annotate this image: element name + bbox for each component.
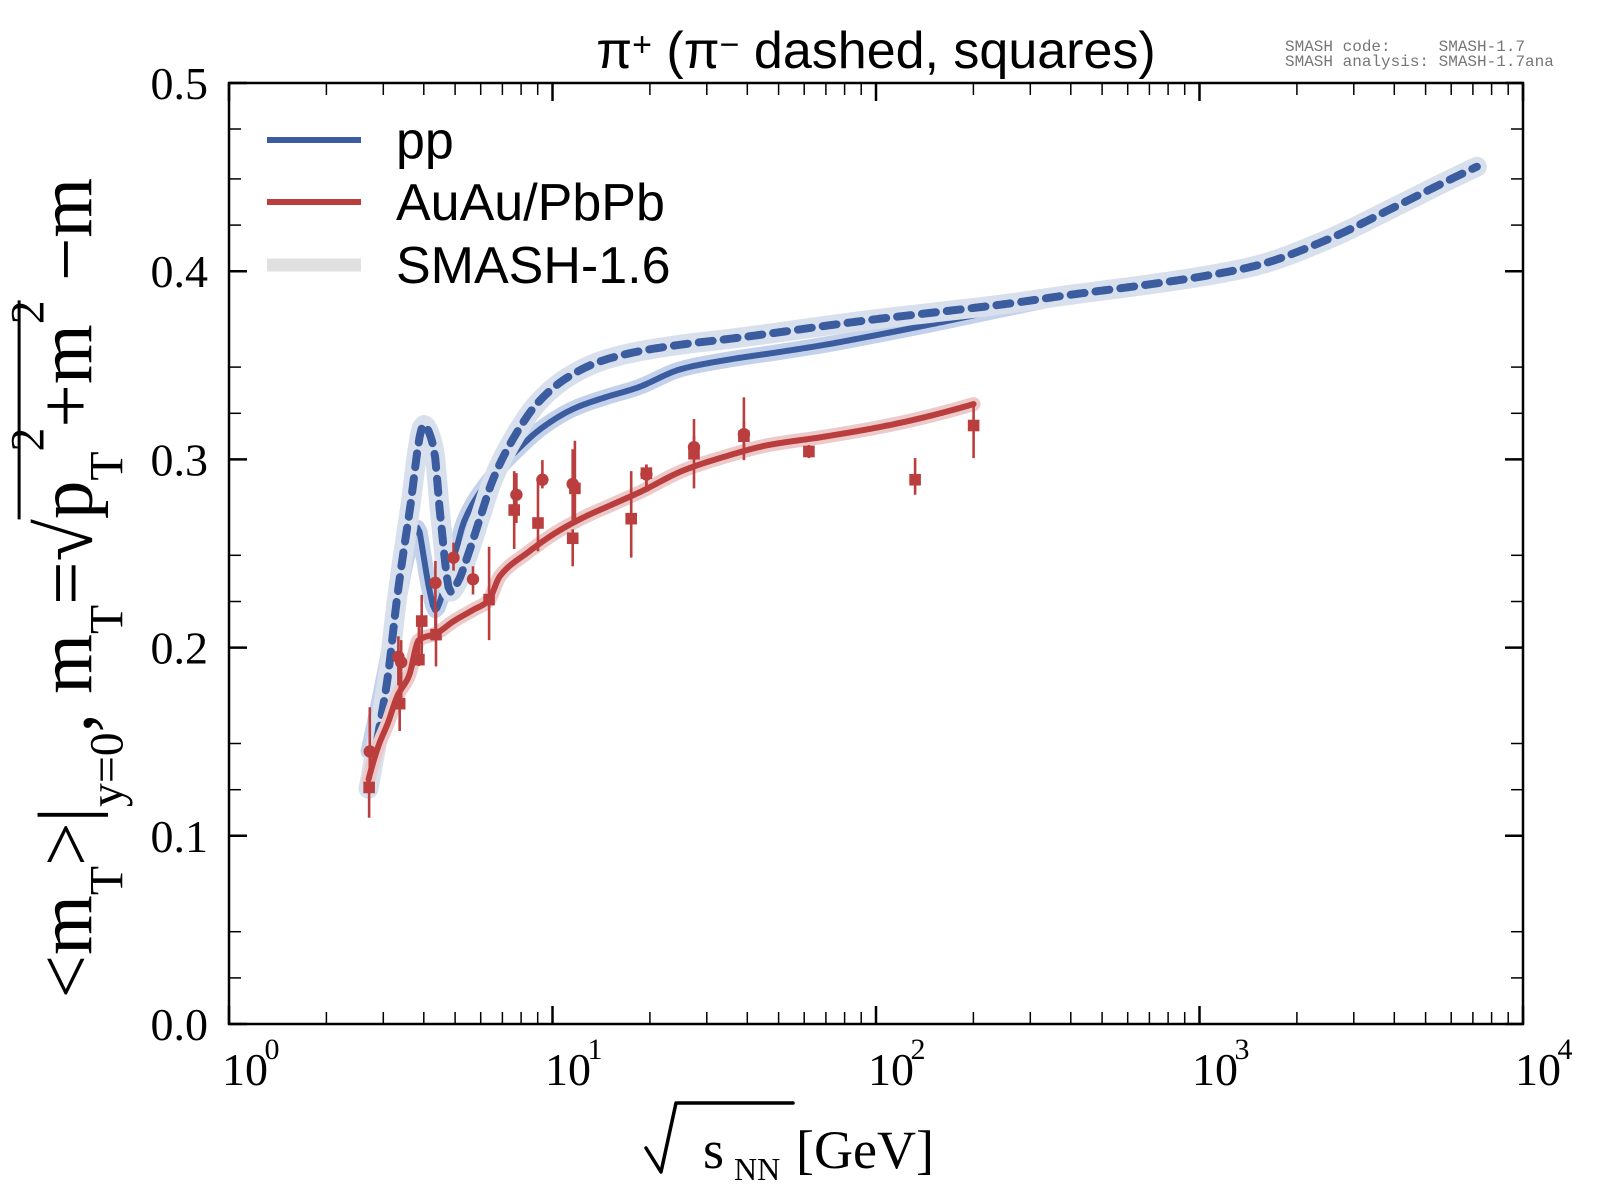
svg-text:[GeV]: [GeV] — [796, 1120, 934, 1180]
svg-text:0.4: 0.4 — [151, 246, 209, 297]
svg-text:SMASH-1.6: SMASH-1.6 — [396, 237, 671, 295]
svg-text:s: s — [703, 1120, 724, 1180]
svg-text:10: 10 — [545, 1044, 591, 1095]
svg-text:4: 4 — [1558, 1033, 1573, 1066]
svg-text:0.1: 0.1 — [151, 811, 209, 862]
svg-text:10: 10 — [222, 1044, 268, 1095]
svg-text:3: 3 — [1235, 1033, 1250, 1066]
svg-text:0.3: 0.3 — [151, 434, 209, 485]
svg-text:pp: pp — [396, 112, 454, 170]
svg-text:SMASH analysis: SMASH-1.7ana: SMASH analysis: SMASH-1.7ana — [1285, 53, 1554, 71]
svg-text:0.2: 0.2 — [151, 623, 209, 674]
svg-text:0.0: 0.0 — [151, 999, 209, 1050]
svg-text:2: 2 — [911, 1033, 926, 1066]
svg-text:AuAu/PbPb: AuAu/PbPb — [396, 174, 665, 232]
svg-text:NN: NN — [734, 1151, 780, 1187]
svg-text:π+ (π− dashed, squares): π+ (π− dashed, squares) — [596, 22, 1156, 80]
svg-text:1: 1 — [588, 1033, 603, 1066]
svg-text:10: 10 — [868, 1044, 914, 1095]
svg-text:10: 10 — [1192, 1044, 1238, 1095]
svg-text:0.5: 0.5 — [151, 58, 209, 109]
svg-text:10: 10 — [1515, 1044, 1561, 1095]
svg-text:0: 0 — [265, 1033, 280, 1066]
